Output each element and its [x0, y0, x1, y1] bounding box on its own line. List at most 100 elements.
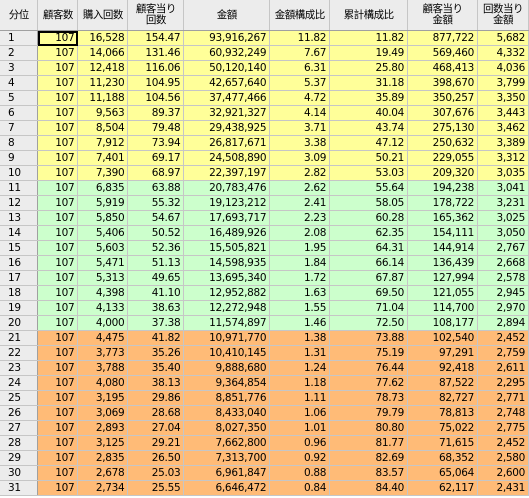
- cell-amount[interactable]: 8,027,350: [183, 420, 271, 436]
- row-header[interactable]: 29: [0, 450, 39, 466]
- cell-customer-count[interactable]: 107: [37, 450, 79, 466]
- row-header[interactable]: 14: [0, 225, 39, 241]
- cell-purchases-per-customer[interactable]: 116.06: [127, 60, 185, 76]
- cell-amount[interactable]: 12,272,948: [183, 300, 271, 316]
- row-header[interactable]: 25: [0, 390, 39, 406]
- cell-purchase-count[interactable]: 4,000: [77, 315, 129, 331]
- row-header[interactable]: 9: [0, 150, 39, 166]
- cell-amount-per-purchase[interactable]: 2,452: [477, 435, 529, 451]
- row-header[interactable]: 30: [0, 465, 39, 481]
- cell-amount-ratio[interactable]: 1.46: [269, 315, 331, 331]
- cell-purchases-per-customer[interactable]: 38.13: [127, 375, 185, 391]
- cell-cumulative-ratio[interactable]: 66.14: [329, 255, 409, 271]
- cell-amount[interactable]: 13,695,340: [183, 270, 271, 286]
- cell-amount[interactable]: 93,916,267: [183, 30, 271, 46]
- cell-customer-count[interactable]: 107: [37, 90, 79, 106]
- cell-customer-count[interactable]: 107: [37, 135, 79, 151]
- cell-amount[interactable]: 19,123,212: [183, 195, 271, 211]
- cell-purchases-per-customer[interactable]: 38.63: [127, 300, 185, 316]
- cell-customer-count[interactable]: 107: [37, 60, 79, 76]
- cell-amount-per-purchase[interactable]: 3,350: [477, 90, 529, 106]
- cell-amount-per-purchase[interactable]: 2,611: [477, 360, 529, 376]
- cell-amount-ratio[interactable]: 1.38: [269, 330, 331, 346]
- cell-customer-count[interactable]: 107: [37, 195, 79, 211]
- row-header[interactable]: 15: [0, 240, 39, 256]
- row-header[interactable]: 2: [0, 45, 39, 61]
- cell-amount[interactable]: 6,646,472: [183, 480, 271, 496]
- row-header[interactable]: 18: [0, 285, 39, 301]
- cell-amount-ratio[interactable]: 0.88: [269, 465, 331, 481]
- cell-cumulative-ratio[interactable]: 19.49: [329, 45, 409, 61]
- cell-amount[interactable]: 24,508,890: [183, 150, 271, 166]
- cell-cumulative-ratio[interactable]: 60.28: [329, 210, 409, 226]
- cell-customer-count[interactable]: 107: [37, 240, 79, 256]
- cell-cumulative-ratio[interactable]: 25.80: [329, 60, 409, 76]
- cell-customer-count[interactable]: 107: [37, 360, 79, 376]
- cell-amount-per-customer[interactable]: 108,177: [407, 315, 478, 331]
- cell-amount-per-customer[interactable]: 114,700: [407, 300, 478, 316]
- row-header[interactable]: 11: [0, 180, 39, 196]
- cell-cumulative-ratio[interactable]: 72.50: [329, 315, 409, 331]
- row-header[interactable]: 19: [0, 300, 39, 316]
- cell-amount-ratio[interactable]: 1.63: [269, 285, 331, 301]
- cell-cumulative-ratio[interactable]: 76.44: [329, 360, 409, 376]
- row-header[interactable]: 22: [0, 345, 39, 361]
- cell-purchase-count[interactable]: 4,398: [77, 285, 129, 301]
- cell-amount[interactable]: 50,120,140: [183, 60, 271, 76]
- cell-amount-ratio[interactable]: 1.72: [269, 270, 331, 286]
- row-header[interactable]: 23: [0, 360, 39, 376]
- cell-amount-ratio[interactable]: 5.37: [269, 75, 331, 91]
- cell-amount-ratio[interactable]: 0.84: [269, 480, 331, 496]
- column-header-amount-ratio[interactable]: 金額構成比: [269, 0, 331, 31]
- cell-amount-per-customer[interactable]: 78,813: [407, 405, 478, 421]
- cell-amount[interactable]: 7,313,700: [183, 450, 271, 466]
- cell-amount[interactable]: 8,851,776: [183, 390, 271, 406]
- cell-cumulative-ratio[interactable]: 55.64: [329, 180, 409, 196]
- cell-cumulative-ratio[interactable]: 69.50: [329, 285, 409, 301]
- cell-purchase-count[interactable]: 7,390: [77, 165, 129, 181]
- cell-purchases-per-customer[interactable]: 54.67: [127, 210, 185, 226]
- cell-amount-per-customer[interactable]: 229,055: [407, 150, 478, 166]
- cell-amount-per-customer[interactable]: 468,413: [407, 60, 478, 76]
- cell-amount-ratio[interactable]: 3.09: [269, 150, 331, 166]
- cell-amount-per-customer[interactable]: 178,722: [407, 195, 478, 211]
- cell-cumulative-ratio[interactable]: 11.82: [329, 30, 409, 46]
- cell-purchase-count[interactable]: 5,850: [77, 210, 129, 226]
- cell-amount-per-purchase[interactable]: 2,945: [477, 285, 529, 301]
- cell-purchase-count[interactable]: 6,835: [77, 180, 129, 196]
- cell-amount-per-customer[interactable]: 275,130: [407, 120, 478, 136]
- cell-amount-per-purchase[interactable]: 2,894: [477, 315, 529, 331]
- cell-customer-count[interactable]: 107: [37, 180, 79, 196]
- cell-amount[interactable]: 37,477,466: [183, 90, 271, 106]
- cell-amount[interactable]: 60,932,249: [183, 45, 271, 61]
- cell-purchase-count[interactable]: 3,788: [77, 360, 129, 376]
- cell-purchase-count[interactable]: 14,066: [77, 45, 129, 61]
- row-header[interactable]: 27: [0, 420, 39, 436]
- column-header-purchase-count[interactable]: 購入回数: [77, 0, 129, 31]
- cell-purchase-count[interactable]: 11,230: [77, 75, 129, 91]
- row-header[interactable]: 26: [0, 405, 39, 421]
- cell-amount-per-customer[interactable]: 136,439: [407, 255, 478, 271]
- row-header[interactable]: 21: [0, 330, 39, 346]
- cell-cumulative-ratio[interactable]: 31.18: [329, 75, 409, 91]
- cell-purchase-count[interactable]: 5,471: [77, 255, 129, 271]
- row-header[interactable]: 5: [0, 90, 39, 106]
- cell-customer-count[interactable]: 107: [37, 285, 79, 301]
- cell-cumulative-ratio[interactable]: 62.35: [329, 225, 409, 241]
- cell-amount-per-customer[interactable]: 165,362: [407, 210, 478, 226]
- cell-amount[interactable]: 12,952,882: [183, 285, 271, 301]
- cell-amount[interactable]: 16,489,926: [183, 225, 271, 241]
- cell-amount-ratio[interactable]: 4.14: [269, 105, 331, 121]
- row-header[interactable]: 7: [0, 120, 39, 136]
- cell-purchase-count[interactable]: 2,734: [77, 480, 129, 496]
- row-header[interactable]: 10: [0, 165, 39, 181]
- cell-purchase-count[interactable]: 5,919: [77, 195, 129, 211]
- cell-amount-ratio[interactable]: 1.11: [269, 390, 331, 406]
- cell-amount-per-purchase[interactable]: 2,668: [477, 255, 529, 271]
- cell-cumulative-ratio[interactable]: 83.57: [329, 465, 409, 481]
- cell-customer-count[interactable]: 107: [37, 30, 79, 46]
- cell-customer-count[interactable]: 107: [37, 210, 79, 226]
- cell-cumulative-ratio[interactable]: 75.19: [329, 345, 409, 361]
- cell-amount-per-customer[interactable]: 398,670: [407, 75, 478, 91]
- cell-customer-count[interactable]: 107: [37, 435, 79, 451]
